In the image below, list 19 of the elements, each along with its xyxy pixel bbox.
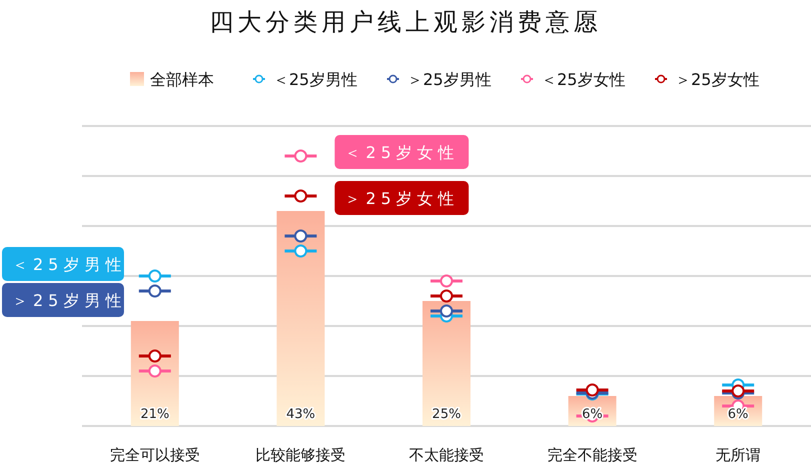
data-label: 43%: [286, 407, 316, 422]
x-tick-label: 完全可以接受: [110, 446, 200, 464]
text: ＜25岁男性: [12, 255, 126, 274]
data-label: 21%: [140, 407, 170, 422]
x-tick-label: 完全不能接受: [547, 446, 638, 464]
legend-label: ＞25岁男性: [407, 70, 492, 89]
legend-label: ＞25岁女性: [344, 189, 460, 208]
x-tick-label: 无所谓: [716, 446, 761, 464]
text: ＞25岁女性: [675, 70, 760, 89]
text: ＜25岁女性: [541, 70, 626, 89]
data-label: 25%: [432, 407, 461, 422]
data-label: 6%: [728, 407, 748, 422]
chart-title: 四大分类用户线上观影消费意愿: [210, 8, 602, 36]
legend-label: ＜25岁女性: [344, 143, 460, 162]
legend-label: ＜25岁男性: [273, 70, 358, 89]
text: ＞25岁男性: [12, 291, 126, 310]
x-tick-label: 不太能接受: [409, 446, 484, 464]
x-tick-label: 比较能够接受: [256, 446, 346, 464]
legend-label: 全部样本: [150, 70, 214, 89]
